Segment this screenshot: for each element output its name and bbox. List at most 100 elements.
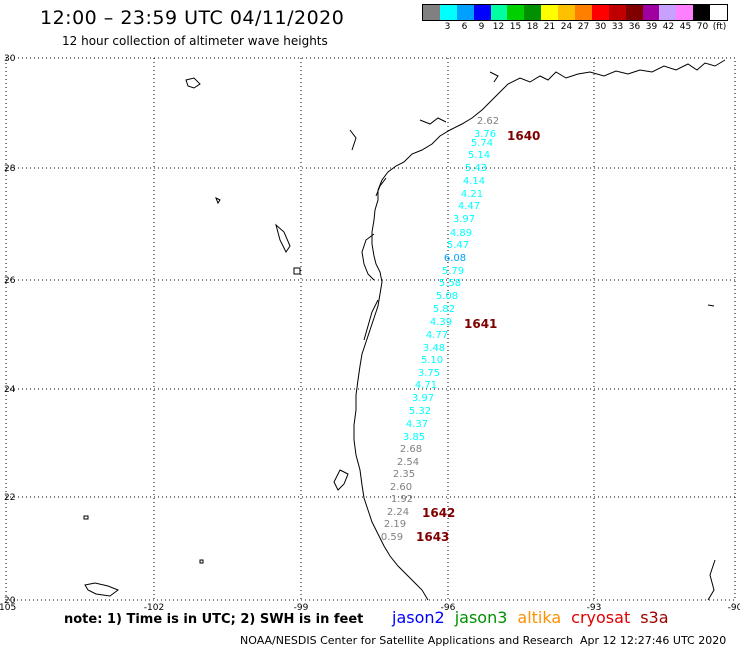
observations-layer: 2.62 3.765.745.14 5.43 4.14 4.214.47 3.97 4.89… <box>381 116 499 543</box>
observation-value: 3.97 <box>453 214 475 225</box>
footer-note: note: 1) Time is in UTC; 2) SWH is in fe… <box>64 612 364 627</box>
color-scale-label: 9 <box>478 22 485 32</box>
color-scale-label: 36 <box>628 22 641 32</box>
observation-value: 5.82 <box>433 304 455 315</box>
color-scale-swatch <box>676 5 694 20</box>
observation-value: 3.75 <box>418 368 440 379</box>
observation-value: 2.68 <box>400 444 422 455</box>
latitude-label: 28 <box>4 164 16 174</box>
pass-label: 1642 <box>422 506 455 520</box>
observation-value: 3.97 <box>412 393 434 404</box>
color-scale-swatch <box>710 5 728 20</box>
observation-value: 2.62 <box>477 116 499 127</box>
observation-value: 3.48 <box>423 343 445 354</box>
color-scale-swatch <box>693 5 711 20</box>
color-scale-label: 42 <box>662 22 675 32</box>
pass-labels-layer: 1640 1641 1642 1643 <box>416 129 540 544</box>
observation-value: 5.32 <box>409 406 431 417</box>
observation-value: 2.60 <box>390 482 412 493</box>
color-scale-label: 18 <box>526 22 539 32</box>
observation-value: 4.21 <box>461 189 483 200</box>
observation-value: 2.19 <box>384 519 406 530</box>
observation-value: 4.77 <box>426 330 448 341</box>
color-scale-label: 3 <box>444 22 451 32</box>
color-scale-label: 39 <box>645 22 658 32</box>
pass-label: 1640 <box>507 129 540 143</box>
latitude-label: 24 <box>4 385 16 395</box>
observation-value: 2.35 <box>393 469 415 480</box>
observation-value: 3.85 <box>403 432 425 443</box>
map-subtitle: 12 hour collection of altimeter wave hei… <box>62 34 328 48</box>
observation-value: 4.89 <box>450 228 472 239</box>
color-scale-label: 45 <box>679 22 692 32</box>
color-scale-label: 12 <box>492 22 505 32</box>
longitude-label: -102 <box>144 603 164 613</box>
color-scale-swatch <box>558 5 576 20</box>
color-scale-label: 24 <box>560 22 573 32</box>
color-scale: 3 6 9 12 15 18 21 24 27 30 33 36 39 42 45 70 (ft) <box>422 4 728 36</box>
observation-value: 5.79 <box>442 266 464 277</box>
observation-value: 5.14 <box>468 150 490 161</box>
observation-value: 5.47 <box>447 240 469 251</box>
credit-text: NOAA/NESDIS Center for Satellite Applica… <box>240 634 574 647</box>
observation-value: 4.47 <box>458 201 480 212</box>
longitude-label: -93 <box>587 603 602 613</box>
satellite-legend: jason2 jason3 altika cryosat s3a <box>392 608 679 627</box>
color-scale-swatch <box>608 5 626 20</box>
color-scale-label: 27 <box>577 22 590 32</box>
observation-value: 4.39 <box>430 317 452 328</box>
observation-value: 5.58 <box>439 278 461 289</box>
satellite-legend-item: jason3 <box>454 608 508 627</box>
observation-value: 5.08 <box>436 291 458 302</box>
color-scale-swatch <box>423 5 440 20</box>
color-scale-swatch <box>439 5 457 20</box>
color-scale-swatch <box>524 5 542 20</box>
color-scale-label: 30 <box>594 22 607 32</box>
observation-value: 4.14 <box>463 176 485 187</box>
observation-value: 5.43 <box>465 163 487 174</box>
map-title: 12:00 – 23:59 UTC 04/11/2020 <box>40 7 345 29</box>
satellite-legend-item: jason2 <box>392 608 445 627</box>
color-scale-labels: 3 6 9 12 15 18 21 24 27 30 33 36 39 42 45 70 (ft) <box>422 22 728 32</box>
longitude-label: -96 <box>441 603 456 613</box>
color-scale-swatch <box>659 5 677 20</box>
color-scale-label: 6 <box>461 22 468 32</box>
longitude-label: -105 <box>0 603 16 613</box>
observation-value: 5.74 <box>471 138 493 149</box>
latitude-label: 22 <box>4 493 15 503</box>
color-scale-swatch <box>507 5 525 20</box>
color-scale-swatch <box>541 5 559 20</box>
observation-value: 2.54 <box>397 457 419 468</box>
observation-value: 2.24 <box>387 507 409 518</box>
longitude-label: -99 <box>294 603 309 613</box>
observation-value: 3.76 <box>474 129 496 140</box>
pass-label: 1643 <box>416 530 449 544</box>
coastline <box>83 59 726 601</box>
latitude-label: 20 <box>4 596 16 606</box>
color-scale-swatch <box>456 5 474 20</box>
longitude-label: -90 <box>728 603 740 613</box>
color-scale-swatch <box>575 5 592 20</box>
latitude-label: 30 <box>4 54 16 64</box>
observation-value: 4.71 <box>415 380 437 391</box>
observation-value: 1.92 <box>391 494 413 505</box>
color-scale-swatch <box>473 5 491 20</box>
color-scale-label: 33 <box>611 22 624 32</box>
lat-lon-grid: -105 -102 -99 -96 -93 -90 30 28 26 24 22 20 <box>0 54 740 613</box>
pass-label: 1641 <box>464 317 497 331</box>
satellite-legend-item: cryosat <box>571 608 631 627</box>
satellite-legend-item: altika <box>517 608 562 627</box>
color-scale-swatch <box>625 5 643 20</box>
color-scale-label: 21 <box>543 22 556 32</box>
color-scale-label: 15 <box>509 22 522 32</box>
satellite-legend-item: s3a <box>640 608 669 627</box>
observation-value: 6.08 <box>444 253 466 264</box>
color-scale-label: (ft) <box>712 22 727 32</box>
latitude-label: 26 <box>4 276 16 286</box>
map-frame <box>5 57 736 601</box>
observation-value: 4.37 <box>406 419 428 430</box>
color-scale-swatch <box>642 5 660 20</box>
color-scale-swatch <box>591 5 609 20</box>
generation-timestamp: Apr 12 12:27:46 UTC 2020 <box>580 634 727 647</box>
